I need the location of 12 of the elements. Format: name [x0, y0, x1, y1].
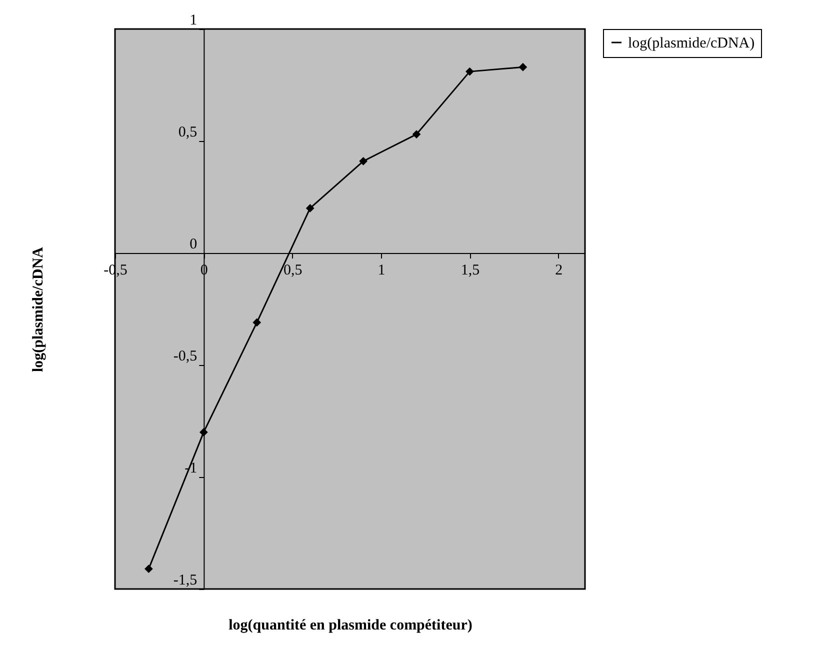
y-axis-title: log(plasmide/cDNA	[30, 246, 46, 372]
x-tick-label: 1	[378, 262, 386, 278]
y-tick-label: 0,5	[178, 124, 198, 140]
y-tick-label: 1	[190, 12, 198, 28]
y-tick-label: 0	[190, 236, 198, 252]
legend-label: log(plasmide/cDNA)	[628, 36, 755, 52]
y-tick-label: -1,5	[173, 572, 198, 588]
y-tick-label: -0,5	[173, 348, 198, 364]
x-tick-label: 0,5	[283, 262, 302, 278]
x-tick-label: 1,5	[460, 262, 480, 278]
x-tick-label: 2	[555, 262, 563, 278]
x-axis-title: log(quantité en plasmide compétiteur)	[228, 618, 472, 634]
